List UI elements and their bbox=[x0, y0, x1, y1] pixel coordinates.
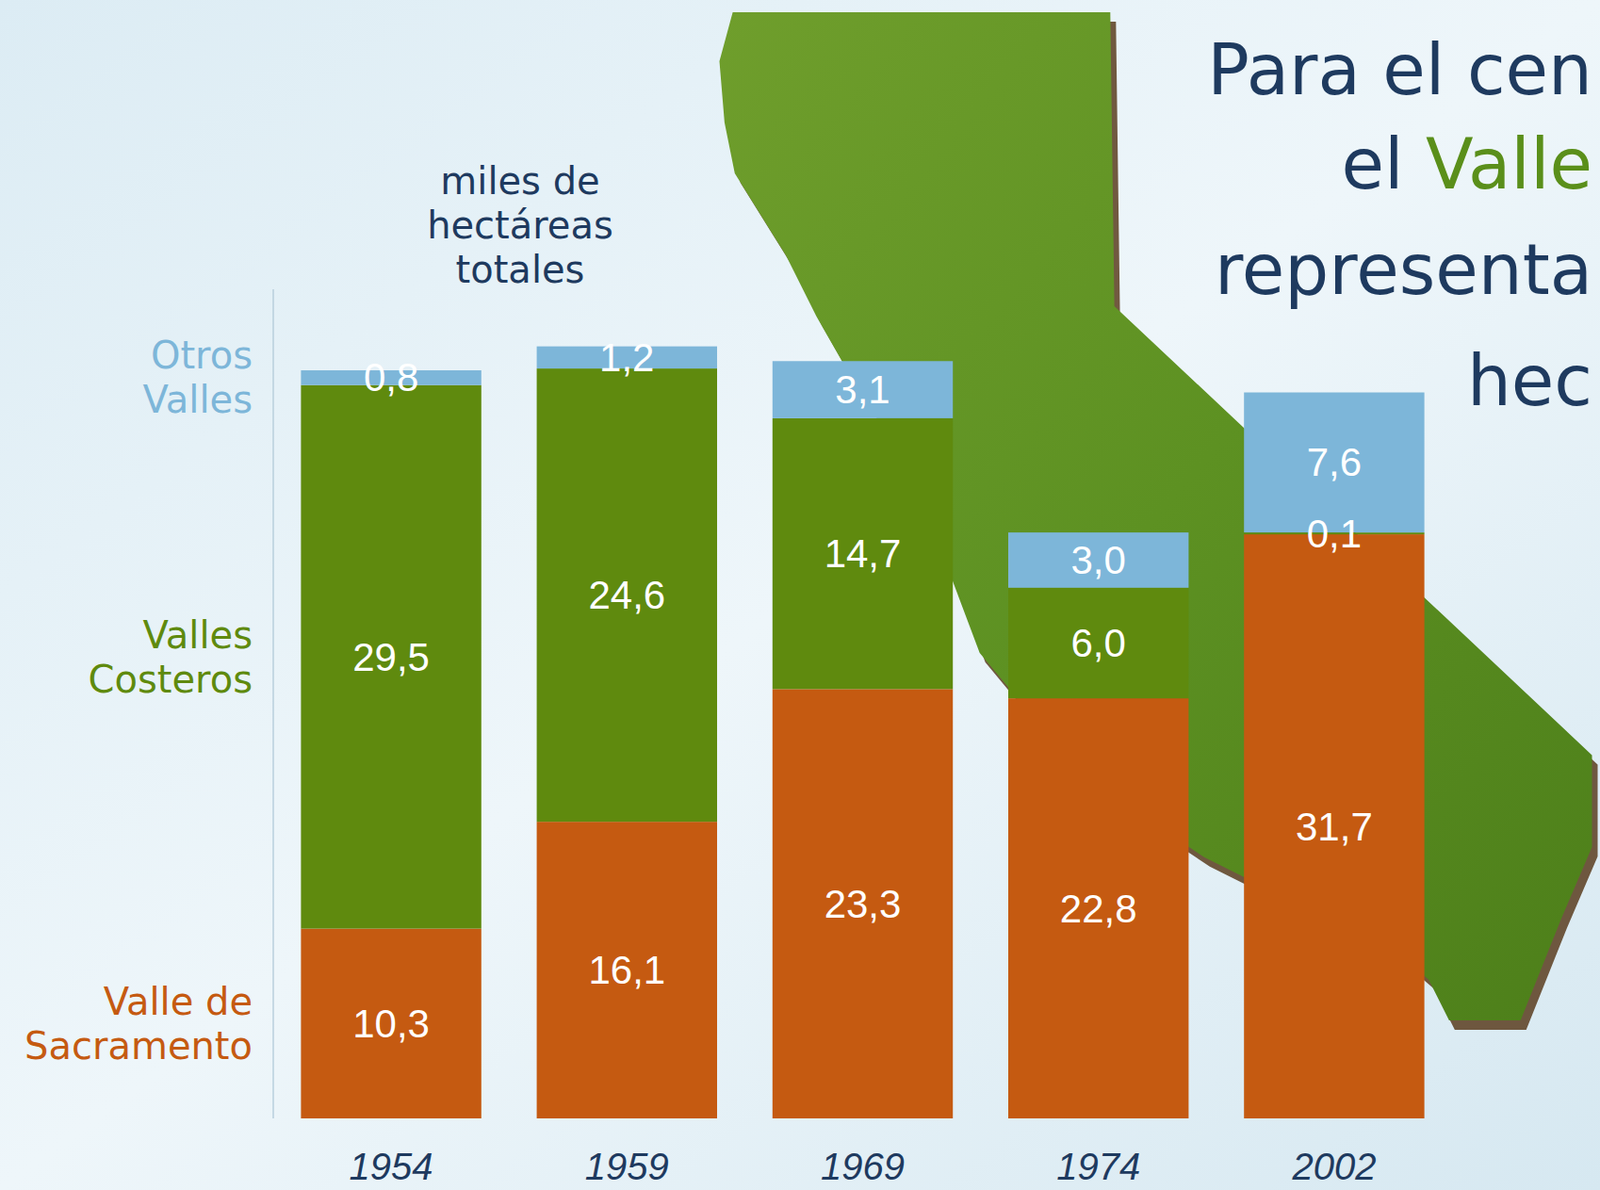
data-label: 7,6 bbox=[1306, 440, 1362, 485]
bar-segment bbox=[300, 929, 481, 1119]
x-tick-label: 1974 bbox=[1056, 1145, 1141, 1188]
title: representa bbox=[1214, 228, 1593, 311]
chart: 10,3 16,1 23,3 22,8 31,7 29,5 24,6 14,7 6,0 0,1 0,… bbox=[0, 0, 1600, 1190]
bar-segment bbox=[772, 688, 953, 1119]
title: hec bbox=[1467, 340, 1593, 422]
legend-label: Valle deSacramento bbox=[24, 979, 253, 1068]
bars bbox=[300, 346, 1424, 1119]
data-label: 6,0 bbox=[1071, 620, 1127, 666]
y-axis-title: miles dehectáreastotales bbox=[426, 159, 614, 292]
x-tick-label: 2002 bbox=[1290, 1145, 1376, 1188]
y-axis-line bbox=[272, 289, 275, 1119]
data-label: 0,1 bbox=[1306, 511, 1362, 556]
data-label: 16,1 bbox=[587, 947, 666, 993]
data-label: 22,8 bbox=[1060, 886, 1138, 931]
legend: Valle deSacramento VallesCosteros OtrosVal… bbox=[24, 333, 253, 1067]
title: el Valle bbox=[1341, 123, 1594, 205]
bar-segment bbox=[1243, 534, 1424, 1119]
x-tick-label: 1969 bbox=[820, 1145, 905, 1188]
data-label: 0,8 bbox=[363, 355, 419, 400]
background bbox=[0, 0, 1600, 1190]
bar-segment bbox=[1008, 532, 1189, 588]
data-label: 24,6 bbox=[587, 572, 666, 618]
bar-segment bbox=[300, 385, 481, 930]
bar-segment bbox=[772, 418, 953, 689]
legend-label: VallesCosteros bbox=[88, 613, 253, 702]
legend-label: OtrosValles bbox=[143, 333, 253, 422]
data-label: 10,3 bbox=[352, 1001, 430, 1046]
data-label: 29,5 bbox=[352, 635, 430, 680]
data-label: 3,0 bbox=[1071, 538, 1127, 583]
bar-segment bbox=[537, 368, 718, 822]
data-label: 3,1 bbox=[834, 367, 890, 412]
data-label: 14,7 bbox=[824, 531, 902, 576]
x-tick-label: 1954 bbox=[349, 1145, 434, 1188]
data-label: 23,3 bbox=[824, 881, 902, 927]
bar-segment bbox=[772, 360, 953, 419]
data-labels: 10,3 16,1 23,3 22,8 31,7 29,5 24,6 14,7 6,0 0,1 0,… bbox=[352, 335, 1373, 1046]
data-label: 1,2 bbox=[599, 335, 654, 380]
x-tick-label: 1959 bbox=[585, 1145, 670, 1188]
data-label: 31,7 bbox=[1295, 804, 1373, 849]
bar-segment bbox=[537, 821, 718, 1119]
bar-segment bbox=[1008, 587, 1189, 699]
bar-segment bbox=[1008, 698, 1189, 1119]
title: Para el cen bbox=[1207, 29, 1593, 111]
